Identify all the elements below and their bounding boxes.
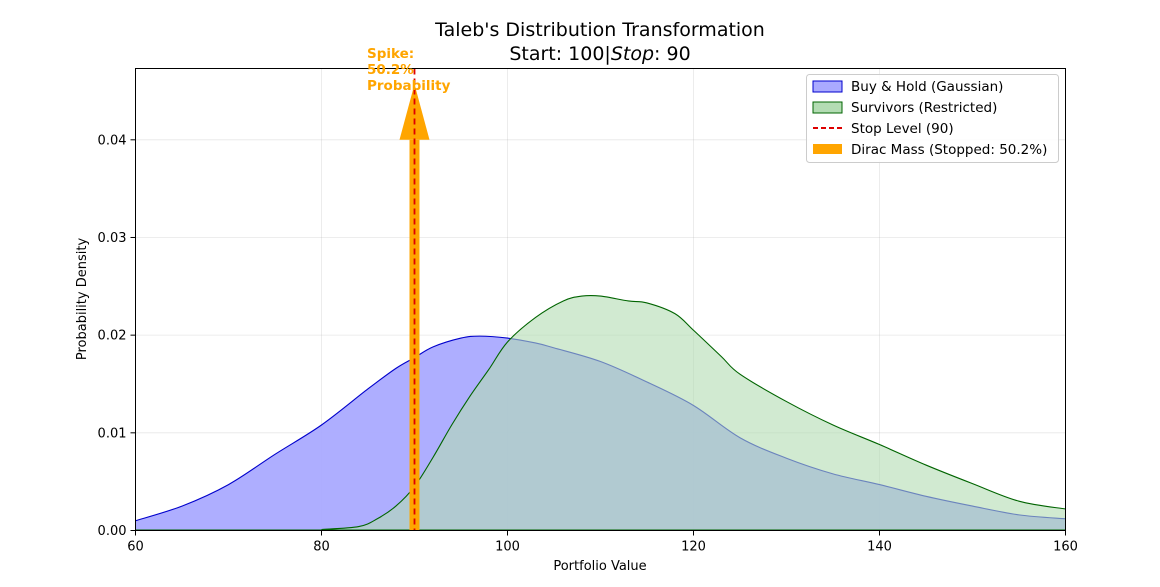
legend-swatch-buy-hold xyxy=(812,80,843,93)
x-tick-label: 60 xyxy=(127,540,144,555)
survivors-line xyxy=(321,294,1066,531)
spike-annotation-line: 50.2% xyxy=(367,62,414,78)
dirac-layer xyxy=(399,68,430,531)
x-tick-label: 160 xyxy=(1053,540,1078,555)
legend-label-stop: Stop Level (90) xyxy=(851,121,954,137)
x-tick-label: 80 xyxy=(313,540,330,555)
legend-label-dirac: Dirac Mass (Stopped: 50.2%) xyxy=(851,142,1047,158)
legend-swatch-survivors xyxy=(812,101,843,114)
x-tick-label: 120 xyxy=(681,540,706,555)
chart-subtitle: Start: 100|Stop: 90 xyxy=(509,43,690,65)
y-tick-label: 0.02 xyxy=(98,329,127,344)
spike-annotation: Spike: 50.2% Probability xyxy=(367,46,451,94)
legend-swatch-dirac xyxy=(813,144,842,154)
legend: Buy & Hold (Gaussian) Survivors (Restric… xyxy=(806,74,1059,163)
y-axis-label: Probability Density xyxy=(75,238,90,361)
chart-subtitle-prefix: Start: 100| xyxy=(509,43,611,65)
x-tick-label: 140 xyxy=(867,540,892,555)
dirac-arrow-shaft xyxy=(409,139,420,531)
legend-box xyxy=(806,74,1059,163)
chart-title: Taleb's Distribution Transformation xyxy=(434,19,765,41)
chart-subtitle-italic: Stop xyxy=(611,43,654,65)
survivors-area xyxy=(321,295,1066,531)
plot-frame xyxy=(135,68,1066,531)
x-axis-label: Portfolio Value xyxy=(553,559,646,574)
series-layer xyxy=(135,294,1066,531)
y-tick-label: 0.00 xyxy=(98,524,127,539)
tick-layer: 60 80 100 120 140 160 0.00 0.01 0.02 0.03 0.04 xyxy=(98,133,1078,554)
legend-label-buy-hold: Buy & Hold (Gaussian) xyxy=(851,79,1003,95)
y-tick-label: 0.03 xyxy=(98,231,127,246)
spike-annotation-line: Spike: xyxy=(367,46,414,62)
spike-annotation-line: Probability xyxy=(367,78,451,94)
legend-label-survivors: Survivors (Restricted) xyxy=(851,100,997,116)
chart-subtitle-suffix: : 90 xyxy=(654,43,691,65)
y-tick-label: 0.01 xyxy=(98,426,127,441)
x-tick-label: 100 xyxy=(495,540,520,555)
y-tick-label: 0.04 xyxy=(98,133,127,148)
